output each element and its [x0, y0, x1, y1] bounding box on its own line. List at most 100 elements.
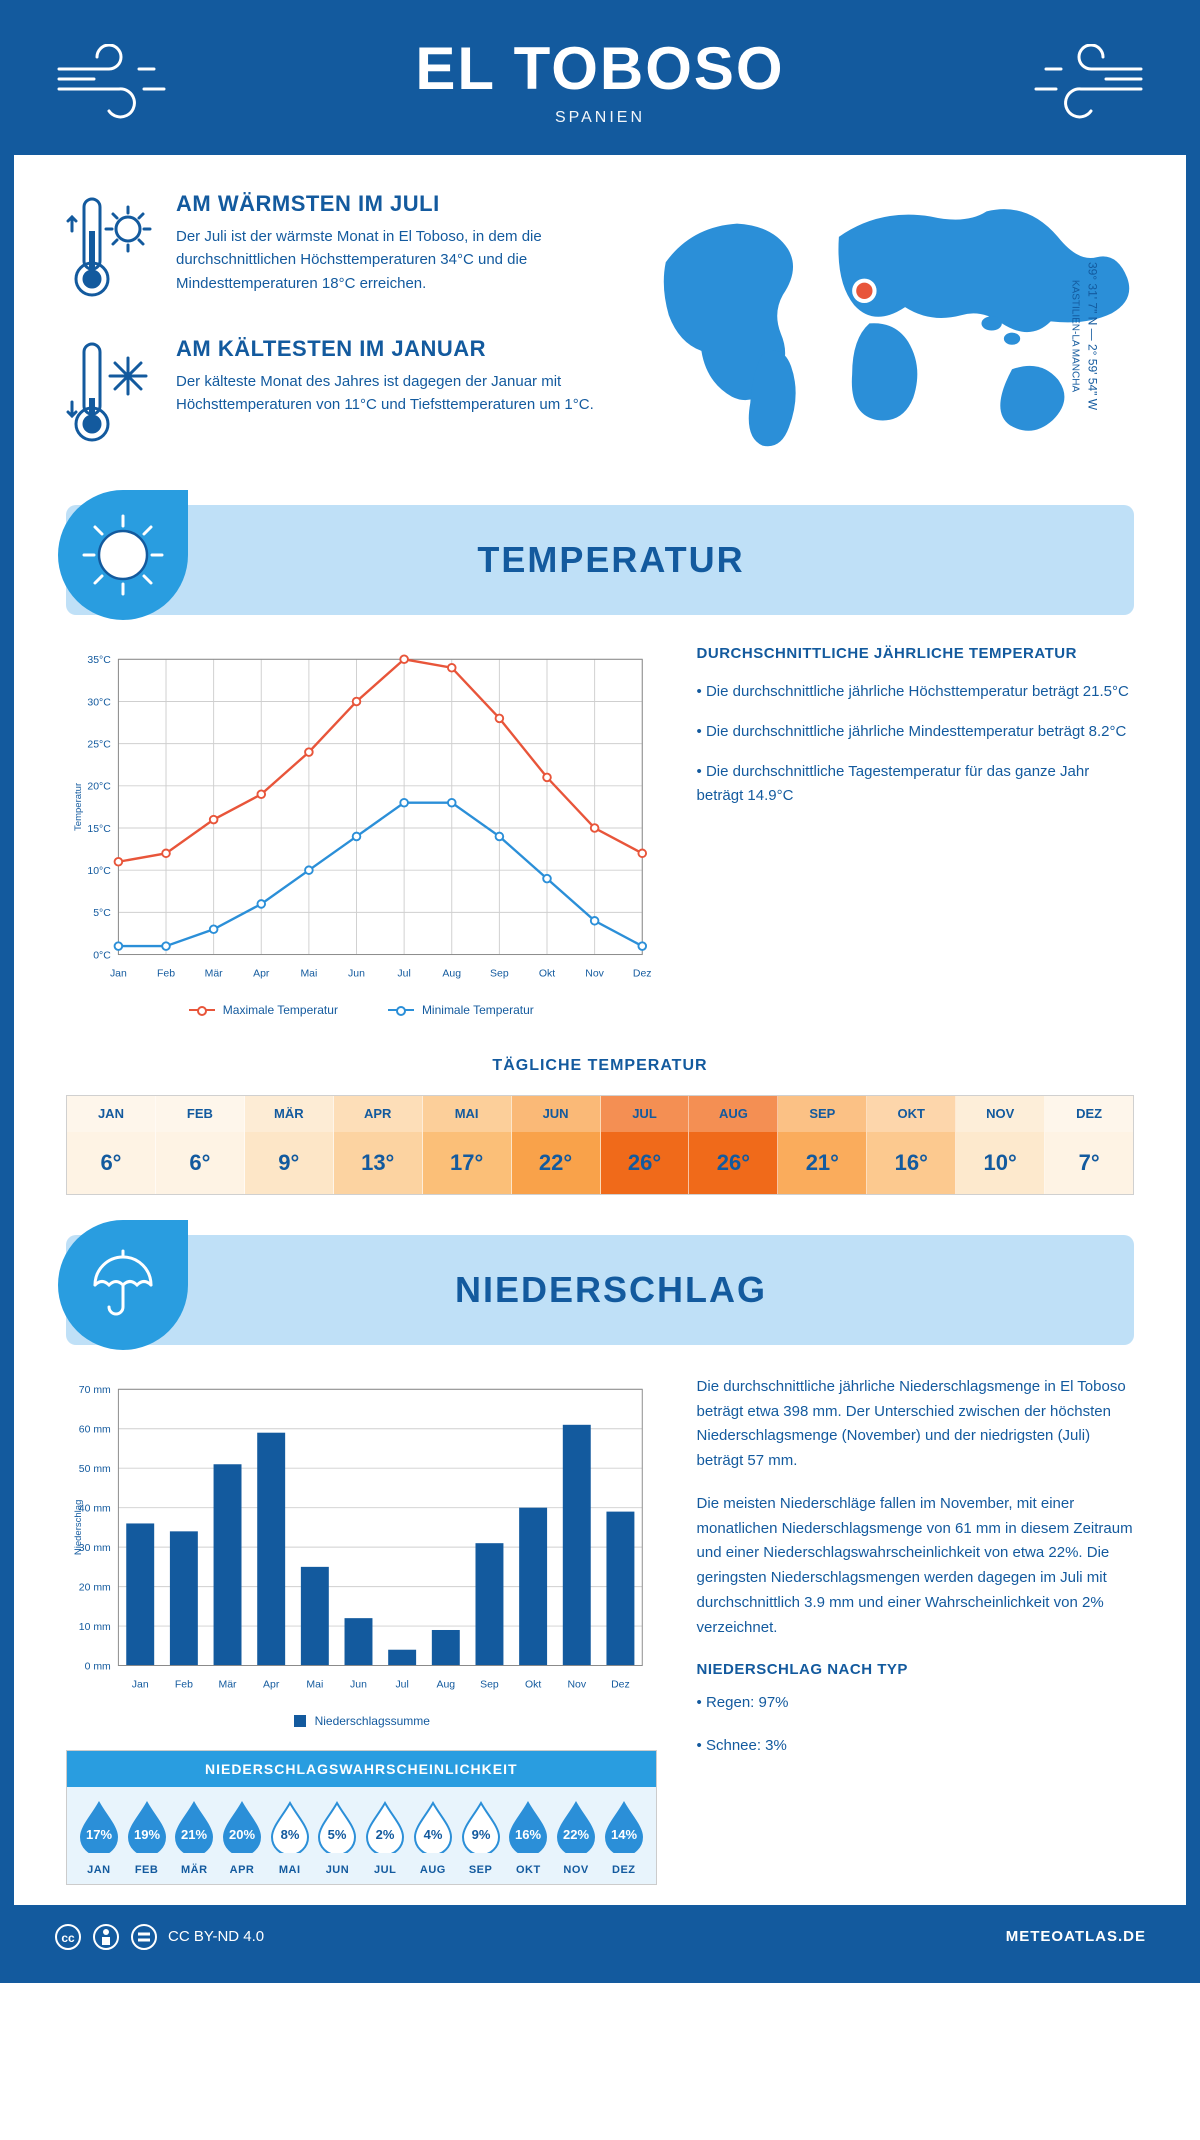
svg-text:22%: 22% [563, 1827, 589, 1842]
intro-section: AM WÄRMSTEN IM JULI Der Juli ist der wär… [14, 155, 1186, 505]
city-title: EL TOBOSO [14, 34, 1186, 103]
precip-chart-legend: Niederschlagssumme [66, 1714, 657, 1728]
daily-temp-heading: TÄGLICHE TEMPERATUR [14, 1057, 1186, 1075]
svg-text:4%: 4% [423, 1827, 442, 1842]
hottest-fact: AM WÄRMSTEN IM JULI Der Juli ist der wär… [66, 191, 601, 306]
umbrella-icon [58, 1220, 188, 1350]
heat-cell: MAI17° [423, 1096, 512, 1194]
svg-text:Aug: Aug [442, 968, 461, 979]
prob-cell: 22% NOV [552, 1799, 600, 1876]
svg-text:Feb: Feb [157, 968, 175, 979]
svg-text:14%: 14% [611, 1827, 637, 1842]
prob-cell: 19% FEB [123, 1799, 171, 1876]
bytype-line: • Regen: 97% [697, 1691, 1134, 1716]
heat-cell: SEP21° [778, 1096, 867, 1194]
svg-text:21%: 21% [181, 1827, 207, 1842]
svg-text:Jan: Jan [110, 968, 127, 979]
svg-text:30°C: 30°C [87, 697, 111, 708]
svg-text:Sep: Sep [490, 968, 509, 979]
footer: cc CC BY-ND 4.0 METEOATLAS.DE [14, 1905, 1186, 1969]
svg-text:Aug: Aug [436, 1679, 455, 1690]
heat-cell: JAN6° [67, 1096, 156, 1194]
prob-cell: 14% DEZ [600, 1799, 648, 1876]
precipitation-heading: NIEDERSCHLAG [188, 1269, 1134, 1311]
svg-text:Mär: Mär [205, 968, 224, 979]
coldest-title: AM KÄLTESTEN IM JANUAR [176, 336, 601, 362]
thermometer-cold-icon [66, 336, 156, 451]
svg-text:16%: 16% [515, 1827, 541, 1842]
svg-text:Sep: Sep [480, 1679, 499, 1690]
svg-text:Okt: Okt [525, 1679, 541, 1690]
coldest-text: Der kälteste Monat des Jahres ist dagege… [176, 370, 601, 417]
hottest-title: AM WÄRMSTEN IM JULI [176, 191, 601, 217]
svg-text:5°C: 5°C [93, 908, 111, 919]
prob-cell: 8% MAI [266, 1799, 314, 1876]
heat-cell: JUN22° [512, 1096, 601, 1194]
site-name: METEOATLAS.DE [1006, 1928, 1146, 1945]
svg-text:0°C: 0°C [93, 950, 111, 961]
temp-bullet: • Die durchschnittliche jährliche Mindes… [697, 720, 1134, 744]
heat-cell: JUL26° [601, 1096, 690, 1194]
heat-cell: DEZ7° [1045, 1096, 1133, 1194]
svg-text:Apr: Apr [253, 968, 270, 979]
precipitation-banner: NIEDERSCHLAG [66, 1235, 1134, 1345]
prob-cell: 21% MÄR [170, 1799, 218, 1876]
sun-icon [58, 490, 188, 620]
temperature-banner: TEMPERATUR [66, 505, 1134, 615]
precipitation-probability-box: NIEDERSCHLAGSWAHRSCHEINLICHKEIT 17% JAN … [66, 1750, 657, 1885]
svg-text:Jul: Jul [397, 968, 410, 979]
prob-cell: 17% JAN [75, 1799, 123, 1876]
svg-text:60 mm: 60 mm [79, 1424, 111, 1435]
prob-cell: 16% OKT [504, 1799, 552, 1876]
coldest-fact: AM KÄLTESTEN IM JANUAR Der kälteste Mona… [66, 336, 601, 451]
svg-text:20%: 20% [229, 1827, 255, 1842]
heat-cell: APR13° [334, 1096, 423, 1194]
svg-text:15°C: 15°C [87, 824, 111, 835]
bytype-line: • Schnee: 3% [697, 1734, 1134, 1759]
temperature-heading: TEMPERATUR [188, 539, 1134, 581]
hottest-text: Der Juli ist der wärmste Monat in El Tob… [176, 225, 601, 295]
temperature-info: DURCHSCHNITTLICHE JÄHRLICHE TEMPERATUR •… [697, 645, 1134, 1017]
svg-text:9%: 9% [471, 1827, 490, 1842]
heat-cell: MÄR9° [245, 1096, 334, 1194]
svg-text:Nov: Nov [567, 1679, 586, 1690]
svg-text:Nov: Nov [585, 968, 604, 979]
svg-text:Jun: Jun [350, 1679, 367, 1690]
svg-text:Jul: Jul [395, 1679, 408, 1690]
svg-text:Jun: Jun [348, 968, 365, 979]
svg-text:0 mm: 0 mm [85, 1661, 111, 1672]
svg-text:19%: 19% [134, 1827, 160, 1842]
prob-cell: 20% APR [218, 1799, 266, 1876]
country-subtitle: SPANIEN [14, 109, 1186, 127]
heat-cell: AUG26° [689, 1096, 778, 1194]
svg-text:10°C: 10°C [87, 866, 111, 877]
svg-text:Mai: Mai [306, 1679, 323, 1690]
svg-text:Feb: Feb [175, 1679, 193, 1690]
thermometer-hot-icon [66, 191, 156, 306]
svg-text:35°C: 35°C [87, 655, 111, 666]
svg-text:Niederschlag: Niederschlag [73, 1500, 84, 1556]
svg-text:cc: cc [61, 1931, 75, 1945]
svg-text:Dez: Dez [611, 1679, 630, 1690]
svg-text:5%: 5% [328, 1827, 347, 1842]
svg-text:2%: 2% [376, 1827, 395, 1842]
daily-temperature-table: JAN6° FEB6° MÄR9° APR13° MAI17° JUN22° J… [66, 1095, 1134, 1195]
svg-text:Okt: Okt [539, 968, 555, 979]
temp-bullet: • Die durchschnittliche jährliche Höchst… [697, 680, 1134, 704]
world-map-icon [625, 191, 1134, 456]
heat-cell: FEB6° [156, 1096, 245, 1194]
prob-cell: 4% AUG [409, 1799, 457, 1876]
heat-cell: OKT16° [867, 1096, 956, 1194]
prob-cell: 5% JUN [314, 1799, 362, 1876]
license: cc CC BY-ND 4.0 [54, 1923, 264, 1951]
svg-text:Mai: Mai [300, 968, 317, 979]
infographic-page: EL TOBOSO SPANIEN [0, 0, 1200, 1983]
svg-text:20°C: 20°C [87, 782, 111, 793]
header: EL TOBOSO SPANIEN [14, 14, 1186, 155]
svg-text:50 mm: 50 mm [79, 1464, 111, 1475]
svg-text:Temperatur: Temperatur [73, 782, 84, 831]
svg-text:17%: 17% [86, 1827, 112, 1842]
svg-text:8%: 8% [280, 1827, 299, 1842]
svg-text:20 mm: 20 mm [79, 1582, 111, 1593]
temp-bullet: • Die durchschnittliche Tagestemperatur … [697, 760, 1134, 808]
